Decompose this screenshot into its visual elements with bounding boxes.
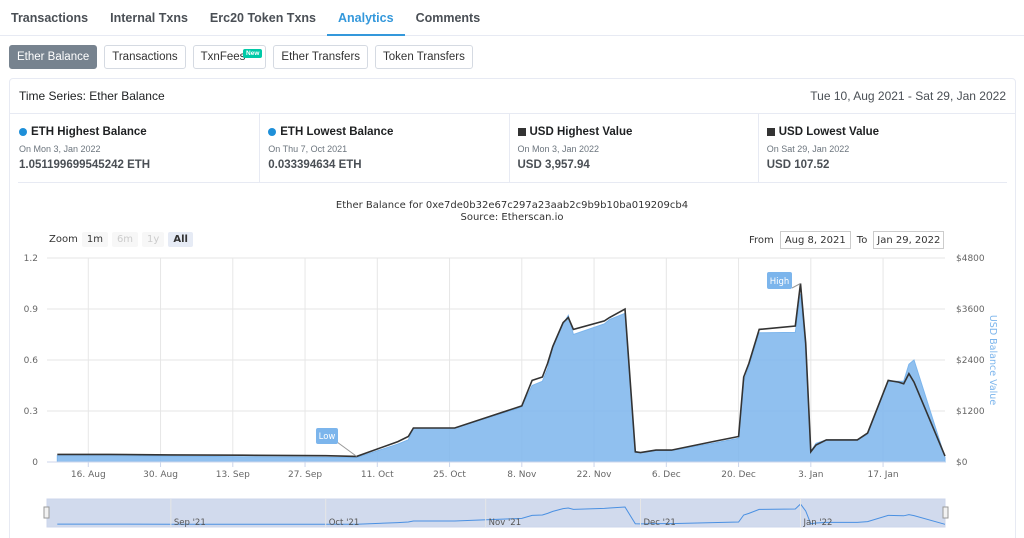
tab-bar: Transactions Internal Txns Erc20 Token T… <box>0 0 1024 36</box>
txnfees-button[interactable]: TxnFees New <box>192 45 267 69</box>
stat-eth-lowest: ETH Lowest Balance On Thu 7, Oct 2021 0.… <box>260 114 510 182</box>
tab-internal-txns[interactable]: Internal Txns <box>110 11 188 25</box>
txnfees-label: TxnFees <box>200 51 246 63</box>
tab-comments[interactable]: Comments <box>415 11 481 25</box>
stat-eth-highest: ETH Highest Balance On Mon 3, Jan 2022 1… <box>18 114 261 182</box>
chart-subtitle: Source: Etherscan.io <box>460 212 564 223</box>
stat-title: USD Lowest Value <box>766 126 1007 138</box>
stat-title: ETH Lowest Balance <box>268 126 508 138</box>
blue-dot-icon <box>19 128 27 136</box>
token-transfers-button[interactable]: Token Transfers <box>375 45 473 69</box>
zoom-6m-button[interactable]: 6m <box>111 232 139 247</box>
chart-title: Ether Balance for 0xe7de0b32e67c297a23aa… <box>335 200 689 211</box>
stat-value: 1.051199699545242 ETH <box>19 159 151 171</box>
stat-usd-lowest: USD Lowest Value On Sat 29, Jan 2022 USD… <box>759 114 1007 182</box>
tab-transactions[interactable]: Transactions <box>11 11 89 25</box>
stat-date: On Thu 7, Oct 2021 <box>268 144 348 154</box>
from-label: From <box>749 234 774 246</box>
zoom-all-button[interactable]: All <box>168 232 193 247</box>
transactions-button[interactable]: Transactions <box>104 45 186 69</box>
stat-title-text: USD Highest Value <box>529 126 633 138</box>
stat-date: On Mon 3, Jan 2022 <box>19 144 101 154</box>
from-date-input[interactable]: Aug 8, 2021 <box>779 231 851 249</box>
to-date-input[interactable]: Jan 29, 2022 <box>873 231 945 249</box>
stat-value: USD 107.52 <box>766 159 830 171</box>
analytics-subtabs: Ether Balance Transactions TxnFees New E… <box>9 45 473 69</box>
stat-title-text: ETH Lowest Balance <box>280 126 394 138</box>
zoom-label: Zoom <box>49 234 78 245</box>
zoom-1y-button[interactable]: 1y <box>142 232 165 247</box>
black-square-icon <box>517 128 526 136</box>
stat-title: USD Highest Value <box>517 126 758 138</box>
stat-value: USD 3,957.94 <box>517 159 590 171</box>
ether-balance-button[interactable]: Ether Balance <box>9 45 98 69</box>
stat-value: 0.033394634 ETH <box>268 159 362 171</box>
stat-title-text: USD Lowest Value <box>778 126 880 138</box>
new-badge: New <box>243 49 263 58</box>
stat-title-text: ETH Highest Balance <box>31 126 147 138</box>
date-range-selector: From Aug 8, 2021 To Jan 29, 2022 <box>749 231 945 249</box>
stat-usd-highest: USD Highest Value On Mon 3, Jan 2022 USD… <box>510 114 759 182</box>
stat-date: On Mon 3, Jan 2022 <box>517 144 600 154</box>
tab-analytics[interactable]: Analytics <box>326 0 405 36</box>
zoom-1m-button[interactable]: 1m <box>81 232 108 247</box>
black-square-icon <box>766 128 775 136</box>
to-label: To <box>856 234 868 246</box>
blue-dot-icon <box>268 128 277 136</box>
zoom-controls: Zoom 1m 6m 1y All <box>49 232 193 247</box>
stats-row: ETH Highest Balance On Mon 3, Jan 2022 1… <box>18 114 1007 183</box>
date-range: Tue 10, Aug 2021 - Sat 29, Jan 2022 <box>810 89 1006 103</box>
card-header: Time Series: Ether Balance Tue 10, Aug 2… <box>10 79 1015 114</box>
card-title: Time Series: Ether Balance <box>19 89 165 103</box>
analytics-card: Time Series: Ether Balance Tue 10, Aug 2… <box>9 78 1016 538</box>
stat-title: ETH Highest Balance <box>19 126 259 138</box>
ether-transfers-button[interactable]: Ether Transfers <box>273 45 369 69</box>
stat-date: On Sat 29, Jan 2022 <box>766 144 850 154</box>
tab-erc20-token-txns[interactable]: Erc20 Token Txns <box>209 11 316 25</box>
